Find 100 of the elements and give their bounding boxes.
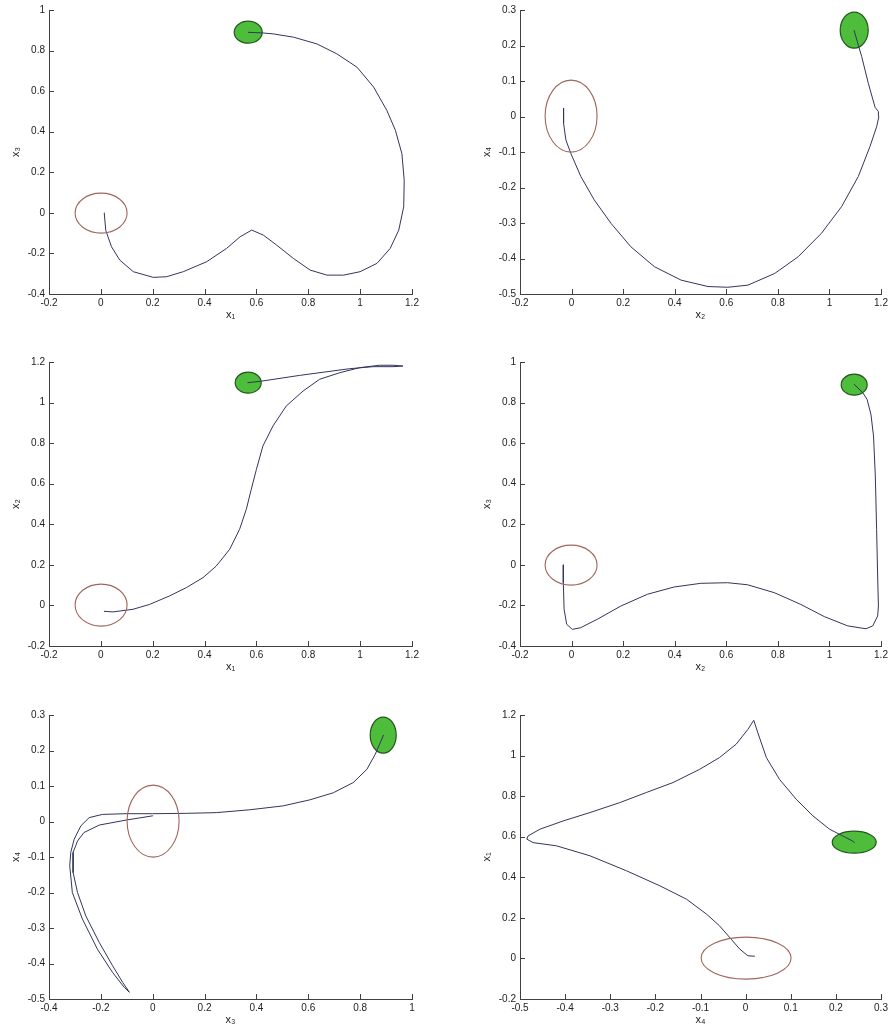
y-tick-label: 0.4 (31, 518, 46, 530)
x-tick-label: 0.8 (301, 648, 316, 660)
y-tick-label: -0.2 (498, 181, 517, 193)
x-tick-label: 0.6 (719, 296, 734, 308)
x-tick-label: 0.2 (145, 648, 161, 660)
y-tick-label: 0.8 (31, 44, 46, 56)
x-tick-label: 0.4 (667, 648, 683, 660)
y-tick-label: -0.2 (498, 992, 517, 1004)
x-tick-label: -0.2 (92, 1001, 110, 1013)
y-tick-label: 0 (510, 952, 517, 964)
y-tick-label: 0.4 (502, 477, 517, 489)
x-tick-label: 0.4 (197, 648, 212, 660)
x-tick-label: 0.4 (249, 1001, 264, 1013)
y-tick-label: 1.2 (502, 708, 517, 720)
y-tick-label: 1 (39, 396, 46, 408)
x-tick-label: 1.2 (874, 296, 889, 308)
y-tick-label: 0 (510, 110, 517, 122)
y-tick-label: 0 (510, 558, 517, 570)
x-tick-label: 0.2 (616, 296, 631, 308)
y-tick-label: 0 (39, 815, 46, 827)
y-axis-title: x₄ (479, 146, 492, 157)
x-tick-label: 1 (357, 648, 364, 660)
x-tick-label: 1 (357, 296, 364, 308)
x-tick-label: 0.4 (197, 296, 212, 308)
y-tick-label: -0.4 (27, 287, 46, 299)
y-tick-label: 0.2 (31, 166, 46, 178)
x-tick-label: 1 (826, 296, 833, 308)
x-tick-label: 0.8 (353, 1001, 368, 1013)
y-tick-label: 0.6 (31, 477, 46, 489)
x-tick-label: 0.6 (301, 1001, 316, 1013)
x-tick-label: 0.6 (249, 648, 264, 660)
x-tick-label: 1 (826, 648, 833, 660)
x-tick-label: -0.3 (601, 1001, 620, 1013)
x-tick-label: -0.2 (646, 1001, 665, 1013)
y-tick-label: 0.2 (31, 558, 46, 570)
y-tick-label: 1.2 (31, 355, 46, 367)
y-tick-label: -0.2 (498, 599, 517, 611)
x-tick-label: 0 (98, 296, 105, 308)
y-tick-label: -0.5 (27, 992, 46, 1004)
y-tick-label: 0.6 (31, 84, 46, 96)
y-tick-label: -0.3 (27, 921, 46, 933)
y-tick-label: 1 (39, 3, 46, 15)
x-tick-label: 0.6 (249, 296, 264, 308)
y-tick-label: 0.1 (31, 779, 46, 791)
y-tick-label: 0.2 (31, 744, 46, 756)
x-tick-label: 0.6 (719, 648, 734, 660)
y-axis-title: x₁ (479, 852, 492, 862)
x-tick-label: 0.3 (874, 1001, 889, 1013)
x-axis-title: x₂ (695, 308, 706, 321)
x-tick-label: 0 (568, 648, 575, 660)
y-tick-label: 0.6 (502, 830, 517, 842)
y-tick-label: -0.2 (27, 886, 46, 898)
y-tick-label: 0.4 (502, 871, 517, 883)
y-tick-label: 0.2 (502, 518, 517, 530)
y-axis-title: x₄ (8, 851, 21, 862)
y-tick-label: 0.6 (502, 436, 517, 448)
x-tick-label: 0.1 (783, 1001, 799, 1013)
y-tick-label: 1 (510, 355, 517, 367)
y-tick-label: -0.4 (27, 957, 46, 969)
y-tick-label: 0 (39, 206, 46, 218)
x-axis-title: x₁ (225, 308, 236, 321)
x-tick-label: 0 (742, 1001, 749, 1013)
y-tick-label: -0.4 (498, 639, 517, 651)
y-tick-label: 0.2 (502, 911, 517, 923)
y-tick-label: 0.8 (502, 789, 517, 801)
y-tick-label: 0 (39, 599, 46, 611)
y-tick-label: 0.8 (502, 396, 517, 408)
y-axis-title: x₂ (8, 499, 21, 509)
x-tick-label: 1.2 (405, 648, 420, 660)
x-tick-label: 1.2 (405, 296, 420, 308)
x-tick-label: 1.2 (874, 648, 889, 660)
x-tick-label: 0 (98, 648, 105, 660)
y-axis-title: x₃ (8, 147, 21, 157)
x-tick-label: 0.4 (667, 296, 683, 308)
x-tick-label: 0 (149, 1001, 156, 1013)
x-tick-label: 0.8 (770, 296, 786, 308)
x-tick-label: -0.1 (691, 1001, 710, 1013)
y-tick-label: 0.1 (502, 74, 517, 86)
y-tick-label: 0.2 (502, 39, 517, 51)
y-tick-label: -0.3 (498, 216, 517, 228)
x-axis-title: x₁ (225, 660, 236, 673)
x-tick-label: 0.8 (301, 296, 316, 308)
x-tick-label: 0.2 (197, 1001, 212, 1013)
y-tick-label: 1 (510, 749, 517, 761)
x-axis-title: x₃ (225, 1013, 236, 1026)
y-tick-label: -0.4 (498, 252, 517, 264)
y-axis-title: x₃ (479, 499, 492, 509)
y-tick-label: 0.3 (31, 708, 46, 720)
x-tick-label: 0.2 (828, 1001, 844, 1013)
x-axis-title: x₄ (695, 1013, 706, 1026)
x-tick-label: 0 (568, 296, 575, 308)
x-tick-label: 0.2 (616, 648, 631, 660)
y-tick-label: 0.4 (31, 125, 46, 137)
y-tick-label: -0.5 (498, 287, 517, 299)
y-tick-label: -0.2 (27, 247, 46, 259)
y-tick-label: -0.1 (498, 145, 517, 157)
y-tick-label: 0.8 (31, 436, 46, 448)
y-tick-label: 0.3 (502, 3, 517, 15)
x-axis-title: x₂ (695, 660, 706, 673)
x-tick-label: 1 (409, 1001, 416, 1013)
